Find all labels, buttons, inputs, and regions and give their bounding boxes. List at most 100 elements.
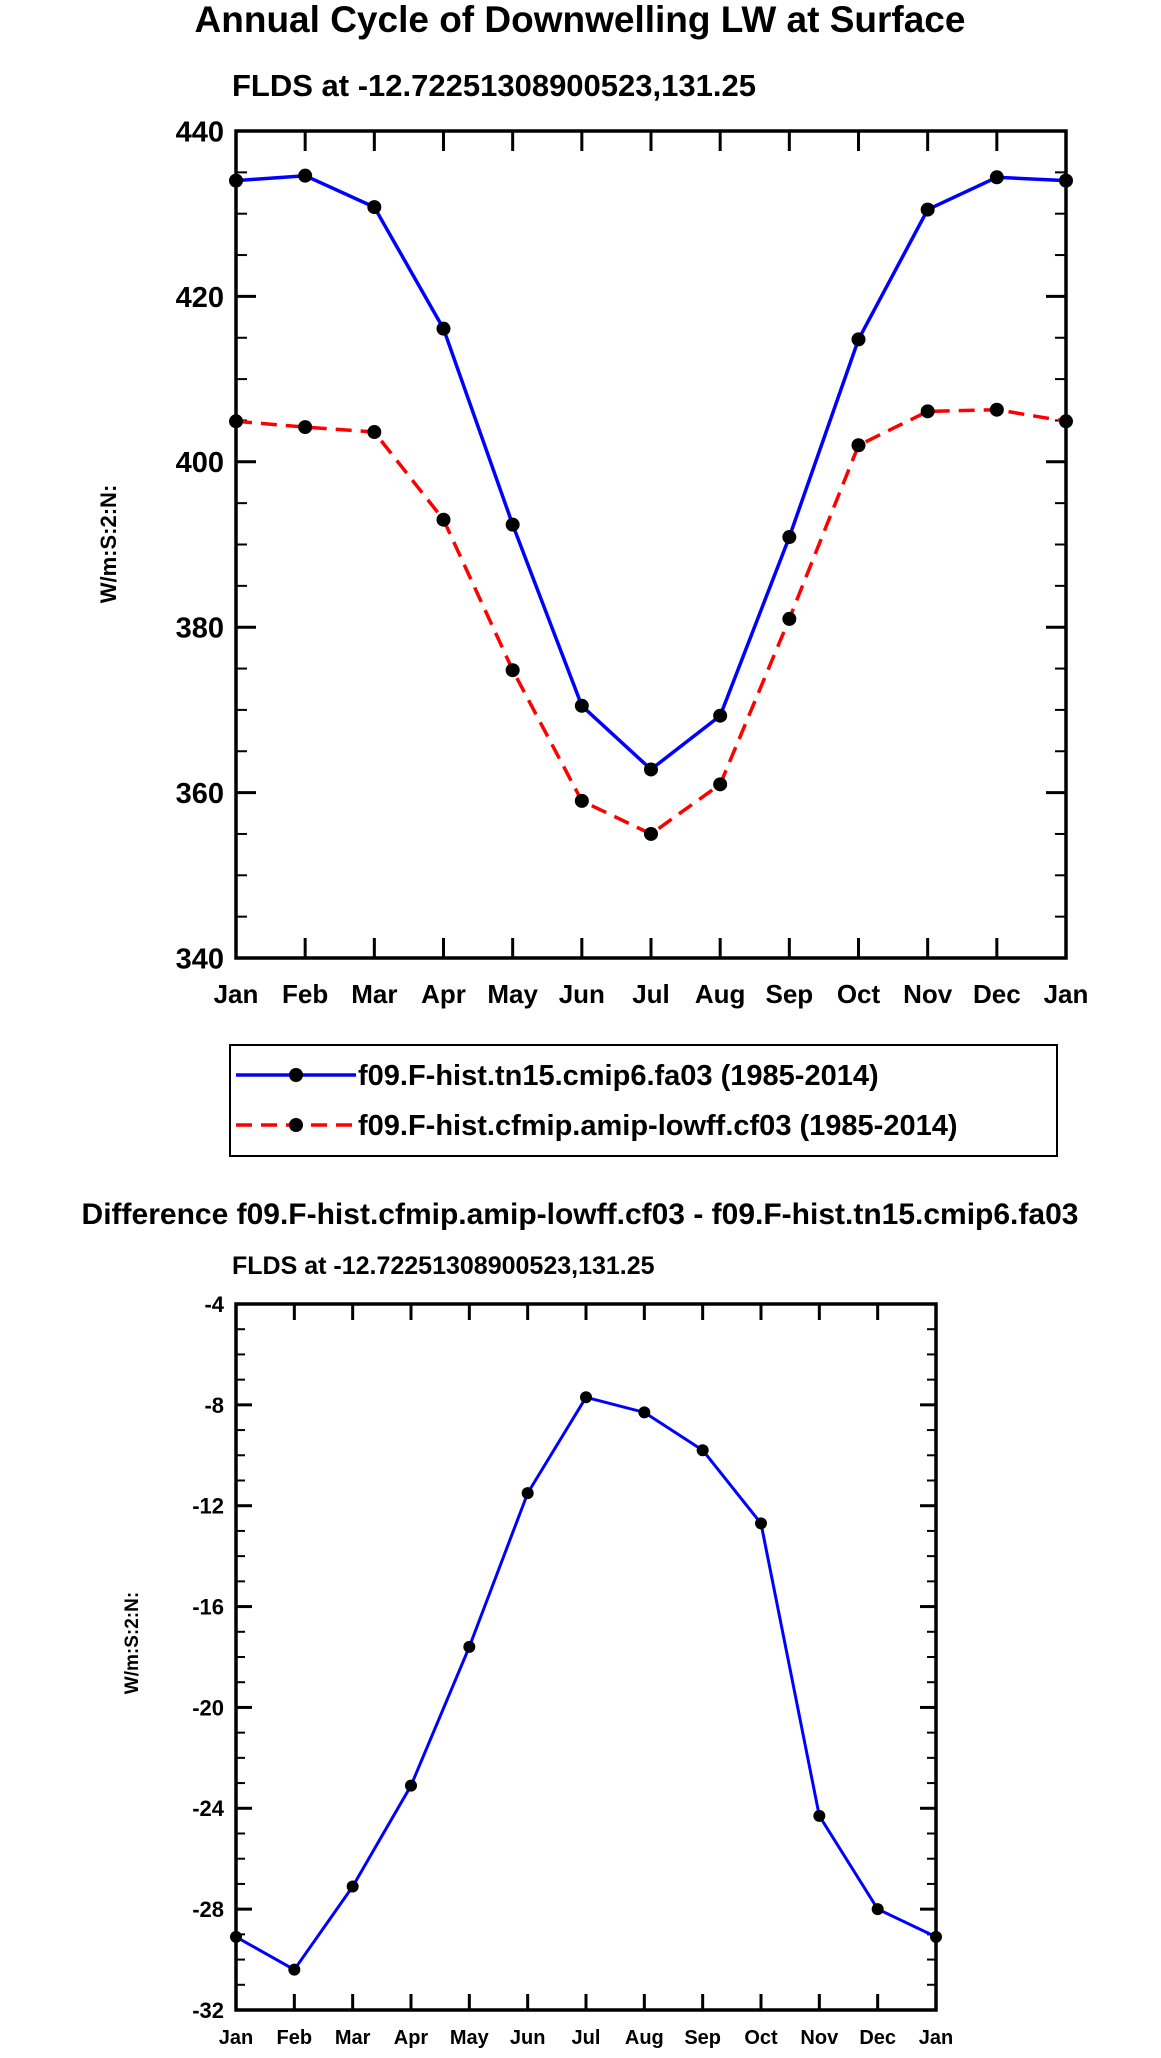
series-1-point-jan-0 xyxy=(230,1930,242,1943)
x-tick-label: Jan xyxy=(919,2027,953,2049)
y-tick-label: -16 xyxy=(192,1594,224,1619)
y-tick-label: 340 xyxy=(176,943,224,975)
x-tick-label: Dec xyxy=(973,979,1021,1009)
series-1-point-may-4 xyxy=(505,517,520,532)
x-tick-label: Jul xyxy=(632,979,670,1009)
series-2-point-sep-8 xyxy=(782,611,797,626)
series-1-point-dec-11 xyxy=(989,170,1004,185)
chart-1-series xyxy=(229,168,1073,841)
series-1-point-aug-7 xyxy=(638,1406,651,1419)
series-2-point-apr-3 xyxy=(436,512,451,527)
series-1-point-dec-11 xyxy=(871,1903,884,1916)
x-tick-label: Sep xyxy=(684,2027,721,2049)
chart-2-y-axis-label: W/m:S:2:N: xyxy=(122,1592,143,1694)
chart-1: Annual Cycle of Downwelling LW at Surfac… xyxy=(96,0,1089,1157)
series-2-point-feb-1 xyxy=(298,420,313,435)
x-tick-label: Nov xyxy=(903,979,953,1009)
series-1-point-jul-6 xyxy=(644,762,658,777)
series-2-point-oct-9 xyxy=(851,438,866,453)
x-tick-label: Sep xyxy=(765,979,813,1009)
chart-2-axes: -32 -28 -24 -20 -16 -12 -8 -4 Jan Feb Mar Apr May Jun… xyxy=(192,1292,953,2049)
series-1-point-oct-9 xyxy=(755,1517,767,1530)
legend-box xyxy=(229,1044,1058,1157)
y-tick-label: 420 xyxy=(176,282,224,314)
legend-entry-2: f09.F-hist.cfmip.amip-lowff.cf03 (1985-2… xyxy=(236,1110,958,1142)
y-tick-label: -24 xyxy=(192,1796,225,1821)
legend-label-1: f09.F-hist.tn15.cmip6.fa03 (1985-2014) xyxy=(358,1060,879,1092)
y-tick-label: -4 xyxy=(204,1292,224,1317)
x-tick-label: Oct xyxy=(837,979,881,1009)
series-1-point-jan-12 xyxy=(1059,173,1073,188)
x-tick-label: Jul xyxy=(572,2027,601,2049)
legend-marker-1 xyxy=(289,1068,303,1082)
x-tick-label: Aug xyxy=(625,2027,664,2049)
series-1-point-jun-5 xyxy=(521,1487,534,1500)
x-tick-label: Jan xyxy=(214,979,259,1009)
legend-marker-2 xyxy=(289,1118,303,1132)
x-tick-label: Oct xyxy=(744,2027,778,2049)
series-1-point-jan-12 xyxy=(930,1930,942,1943)
x-tick-label: Jan xyxy=(1044,979,1089,1009)
x-tick-label: Aug xyxy=(695,979,746,1009)
series-1-point-jun-5 xyxy=(574,698,589,713)
x-tick-label: Mar xyxy=(351,979,397,1009)
series-2-point-nov-10 xyxy=(920,404,935,419)
series-1-point-jul-6 xyxy=(580,1391,592,1404)
series-1-point-mar-2 xyxy=(346,1880,359,1893)
chart-2-title: Difference f09.F-hist.cfmip.amip-lowff.c… xyxy=(82,1198,1079,1231)
series-1-point-nov-10 xyxy=(813,1809,826,1822)
x-tick-label: Apr xyxy=(394,2027,429,2049)
chart-1-subtitle: FLDS at -12.72251308900523,131.25 xyxy=(232,68,756,103)
y-tick-label: -28 xyxy=(192,1897,224,1922)
series-1-point-aug-7 xyxy=(713,708,728,723)
series-line-1 xyxy=(235,1395,937,1972)
legend-label-2: f09.F-hist.cfmip.amip-lowff.cf03 (1985-2… xyxy=(358,1110,958,1142)
y-tick-label: 440 xyxy=(176,116,224,148)
chart-2-subtitle: FLDS at -12.72251308900523,131.25 xyxy=(232,1252,655,1280)
x-tick-label: Mar xyxy=(335,2027,371,2049)
y-tick-label: -32 xyxy=(192,1998,224,2023)
series-line-1 xyxy=(235,173,1067,772)
chart-1-legend: f09.F-hist.tn15.cmip6.fa03 (1985-2014) f… xyxy=(229,1044,1058,1157)
series-2-point-jun-5 xyxy=(574,793,589,808)
y-tick-label: 360 xyxy=(176,778,224,810)
series-1-point-may-4 xyxy=(463,1640,476,1653)
series-1-point-jan-0 xyxy=(229,173,243,188)
chart-1-axes: 340 360 380 400 420 440 Jan Feb Mar Apr May Jun Jul A… xyxy=(176,116,1089,1009)
series-1-point-nov-10 xyxy=(920,202,935,217)
x-tick-label: Feb xyxy=(277,2027,313,2049)
series-2-point-jul-6 xyxy=(644,826,658,841)
series-1-point-sep-8 xyxy=(782,530,797,545)
series-1-point-apr-3 xyxy=(436,321,451,336)
legend-entry-1: f09.F-hist.tn15.cmip6.fa03 (1985-2014) xyxy=(236,1060,879,1092)
x-tick-label: Feb xyxy=(282,979,328,1009)
series-1-point-oct-9 xyxy=(851,332,866,347)
chart-2-series xyxy=(230,1391,942,1976)
y-tick-label: 380 xyxy=(176,613,224,645)
x-tick-label: Jun xyxy=(510,2027,546,2049)
series-2-point-dec-11 xyxy=(989,402,1004,417)
y-tick-label: -20 xyxy=(192,1695,224,1720)
chart-1-title: Annual Cycle of Downwelling LW at Surfac… xyxy=(195,0,966,40)
series-2-point-mar-2 xyxy=(367,425,382,440)
series-1-point-feb-1 xyxy=(298,168,313,183)
y-tick-label: -8 xyxy=(204,1393,224,1418)
series-2-point-aug-7 xyxy=(713,777,728,792)
series-2-point-jan-0 xyxy=(229,414,243,429)
series-2-point-jan-12 xyxy=(1059,414,1073,429)
x-tick-label: Dec xyxy=(859,2027,896,2049)
chart-1-y-axis-label: W/m:S:2:N: xyxy=(96,485,121,604)
x-tick-label: Jan xyxy=(219,2027,253,2049)
series-1-point-sep-8 xyxy=(696,1444,709,1457)
series-1-point-feb-1 xyxy=(288,1963,301,1976)
series-1-point-apr-3 xyxy=(405,1779,417,1792)
x-tick-label: Apr xyxy=(421,979,466,1009)
y-tick-label: -12 xyxy=(192,1494,224,1519)
chart-2: Difference f09.F-hist.cfmip.amip-lowff.c… xyxy=(82,1198,1079,2049)
x-tick-label: May xyxy=(450,2027,490,2049)
x-tick-label: Jun xyxy=(559,979,605,1009)
series-1-point-mar-2 xyxy=(367,200,382,215)
series-2-point-may-4 xyxy=(505,663,520,678)
y-tick-label: 400 xyxy=(176,447,224,479)
